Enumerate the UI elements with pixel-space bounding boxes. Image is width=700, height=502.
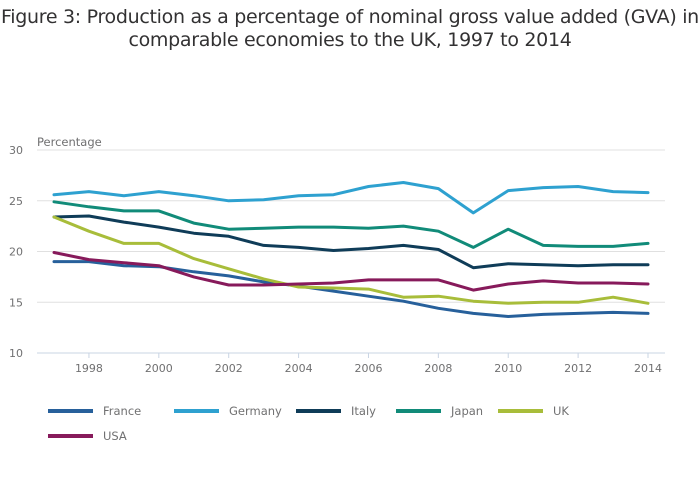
gridlines (37, 149, 665, 303)
y-tick-label: 25 (9, 195, 23, 208)
legend-swatch (48, 434, 93, 438)
y-tick-label: 30 (9, 144, 23, 157)
y-axis-ticks: 30 25 20 15 10 (9, 144, 23, 360)
x-tick-label: 2014 (634, 362, 662, 375)
x-tick-label: 2006 (354, 362, 382, 375)
x-tick-label: 2012 (564, 362, 592, 375)
legend-item-usa[interactable]: USA (48, 429, 127, 443)
x-tick-label: 1998 (75, 362, 103, 375)
series-line-germany (52, 181, 650, 215)
legend-label: Italy (351, 404, 376, 418)
y-tick-label: 20 (9, 246, 23, 259)
series-line-japan (52, 200, 650, 249)
legend-swatch (174, 409, 219, 413)
legend-swatch (498, 409, 543, 413)
x-tick-label: 2004 (285, 362, 313, 375)
legend-label: Germany (229, 404, 282, 418)
y-axis-label: Percentage (37, 135, 102, 149)
legend-item-japan[interactable]: Japan (396, 404, 483, 418)
x-axis: 1998 2000 2002 2004 2006 2008 2010 2012 2014 (37, 352, 665, 375)
x-tick-label: 2000 (145, 362, 173, 375)
legend-label: USA (103, 429, 127, 443)
chart-title: Figure 3: Production as a percentage of … (1, 6, 699, 51)
series-line-italy (52, 214, 650, 270)
legend-label: UK (553, 404, 569, 418)
series-lines (52, 181, 650, 318)
legend-item-uk[interactable]: UK (498, 404, 569, 418)
series-line-uk (52, 215, 650, 305)
legend-item-germany[interactable]: Germany (174, 404, 282, 418)
x-tick-label: 2008 (424, 362, 452, 375)
y-tick-label: 15 (9, 296, 23, 309)
y-tick-label: 10 (9, 347, 23, 360)
x-tick-label: 2010 (494, 362, 522, 375)
legend-label: France (103, 404, 142, 418)
legend-swatch (48, 409, 93, 413)
legend-swatch (396, 409, 441, 413)
series-line-usa (52, 251, 650, 292)
legend-swatch (296, 409, 341, 413)
x-tick-label: 2002 (215, 362, 243, 375)
line-chart: Percentage 30 25 20 15 10 1998 2000 2002 2004 20… (9, 135, 665, 375)
legend-item-france[interactable]: France (48, 404, 141, 418)
legend-label: Japan (451, 404, 484, 418)
legend-item-italy[interactable]: Italy (296, 404, 376, 418)
